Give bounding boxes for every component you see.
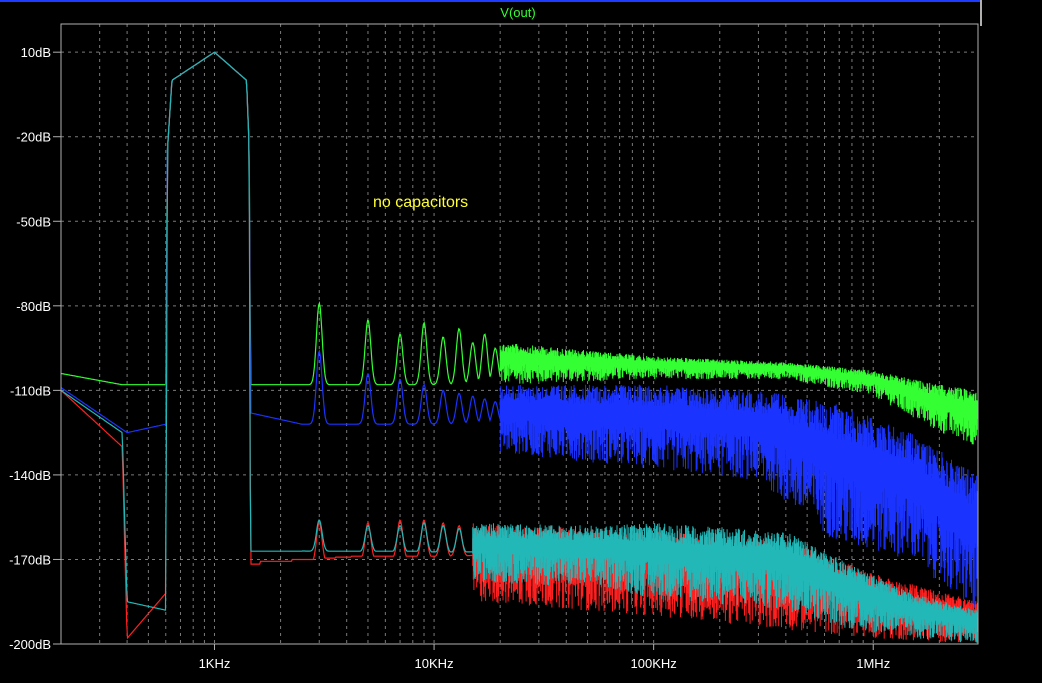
noise-bands bbox=[472, 344, 979, 643]
series-line-1 bbox=[60, 51, 501, 434]
x-axis-ticks: 1KHz 10KHz 100KHz 1MHz bbox=[199, 644, 890, 671]
y-tick-label: -110dB bbox=[10, 383, 51, 398]
x-tick-label: 100KHz bbox=[631, 656, 677, 671]
y-tick-label: -20dB bbox=[16, 130, 51, 145]
x-tick-label: 10KHz bbox=[415, 656, 454, 671]
series-noise-band-1 bbox=[499, 384, 979, 608]
y-tick-label: 10dB bbox=[21, 45, 51, 60]
window-top-border bbox=[0, 0, 982, 2]
plot-frame bbox=[60, 23, 979, 645]
y-tick-label: -80dB bbox=[16, 299, 51, 314]
window-right-border bbox=[980, 0, 982, 26]
series-noise-band-3 bbox=[472, 523, 979, 643]
y-tick-label: -200dB bbox=[9, 637, 51, 652]
y-tick-label: -140dB bbox=[9, 468, 51, 483]
annotation-no-capacitors: no capacitors bbox=[373, 194, 468, 211]
series-line-3 bbox=[60, 51, 473, 611]
y-tick-label: -50dB bbox=[16, 214, 51, 229]
series-line-0 bbox=[60, 51, 501, 386]
series-lines bbox=[60, 51, 501, 640]
series-line-2 bbox=[60, 51, 473, 640]
y-axis-ticks: 10dB -20dB -50dB -80dB -110dB -140dB -170dB -20… bbox=[9, 45, 61, 652]
x-tick-label: 1KHz bbox=[199, 656, 231, 671]
series-noise-band-0 bbox=[499, 344, 979, 445]
chart-title: V(out) bbox=[500, 5, 535, 20]
y-tick-label: -170dB bbox=[9, 552, 51, 567]
x-tick-label: 1MHz bbox=[856, 656, 890, 671]
